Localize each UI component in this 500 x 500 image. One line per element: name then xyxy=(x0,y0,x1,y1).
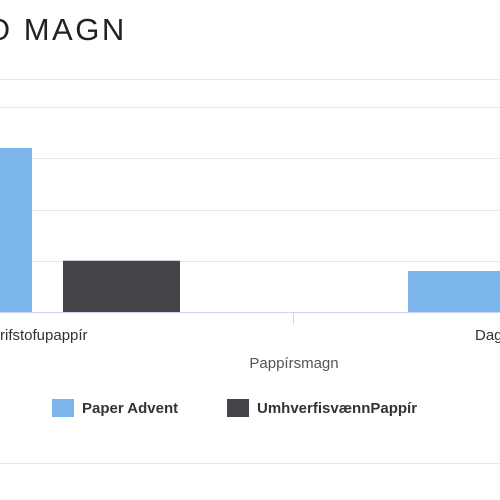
legend-label: UmhverfisvænnPappír xyxy=(257,399,418,417)
bar-chart: rifstofupappír Dag Pappírsmagn xyxy=(0,107,500,372)
bar-paper-advent-1[interactable] xyxy=(408,271,500,312)
legend-swatch xyxy=(227,399,249,417)
legend-item-paper-advent[interactable]: Paper Advent xyxy=(52,399,178,417)
x-tick-label: rifstofupappír xyxy=(0,327,88,344)
bar-paper-advent-0[interactable] xyxy=(0,148,32,312)
legend-swatch xyxy=(52,399,74,417)
page-title: O MAGN xyxy=(0,12,127,47)
legend-item-umhverfisvaenn[interactable]: UmhverfisvænnPappír xyxy=(227,399,417,417)
gridlines xyxy=(0,107,500,262)
header-divider xyxy=(0,79,500,80)
x-axis-title: Pappírsmagn xyxy=(249,355,338,372)
legend-label: Paper Advent xyxy=(82,399,179,417)
x-tick-label: Dag xyxy=(475,327,500,344)
legend: Paper Advent UmhverfisvænnPappír xyxy=(0,399,500,421)
bars xyxy=(0,148,500,312)
bar-umhverfisvaenn-0[interactable] xyxy=(63,260,180,312)
footer-divider xyxy=(0,463,500,464)
